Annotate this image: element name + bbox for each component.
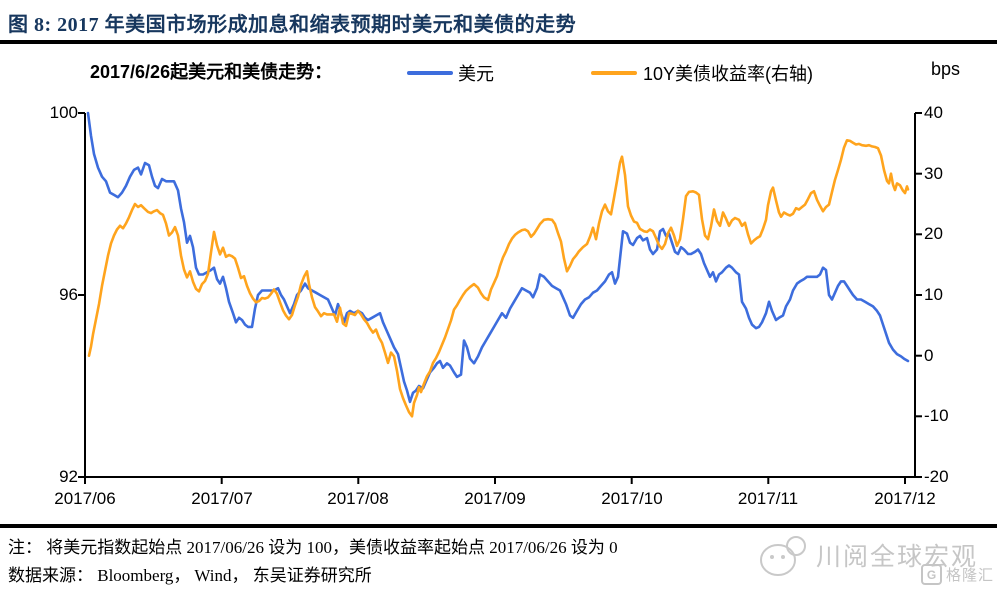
x-axis-tick-label: 2017/08 [327, 489, 389, 508]
right-axis-tick-label: 10 [924, 285, 943, 304]
watermark-logo-icon [760, 536, 806, 576]
gelonghui-logo: G 格隆汇 [921, 564, 994, 585]
left-axis-tick-label: 100 [49, 103, 78, 122]
right-axis-tick-label: 0 [924, 346, 934, 365]
legend-swatch-10y [591, 71, 637, 75]
title-divider [0, 40, 997, 44]
right-axis-tick-label: -20 [924, 467, 949, 486]
x-axis-tick-label: 2017/11 [737, 489, 799, 508]
x-axis-tick-label: 2017/07 [191, 489, 253, 508]
right-axis-unit-label: bps [931, 59, 961, 79]
right-axis-tick-label: 20 [924, 224, 943, 243]
right-axis-tick-label: 30 [924, 164, 943, 183]
figure-title: 图 8: 2017 年美国市场形成加息和缩表预期时美元和美债的走势 [8, 14, 577, 36]
gelonghui-logo-text: 格隆汇 [946, 567, 995, 584]
footer-divider [0, 524, 997, 528]
x-axis-tick-label: 2017/06 [54, 489, 116, 508]
right-axis-tick-label: 40 [924, 103, 943, 122]
legend-swatch-usd [407, 71, 453, 75]
x-axis-tick-label: 2017/12 [874, 489, 936, 508]
left-axis-tick-label: 92 [59, 467, 78, 486]
data-source-note: 数据来源： Bloomberg， Wind， 东吴证券研究所 [8, 566, 372, 585]
chart-note: 注： 将美元指数起始点 2017/06/26 设为 100，美债收益率起始点 2… [8, 538, 618, 557]
legend-label-10y: 10Y美债收益率(右轴) [643, 64, 814, 84]
x-axis-tick-label: 2017/10 [601, 489, 663, 508]
right-axis-tick-label: -10 [924, 406, 949, 425]
gelonghui-logo-icon: G [921, 564, 942, 585]
left-axis-tick-label: 96 [59, 285, 78, 304]
watermark-text: 川阅全球宏观 [816, 543, 979, 571]
legend-label-usd: 美元 [458, 64, 494, 84]
chart-subtitle: 2017/6/26起美元和美债走势： [90, 62, 333, 82]
x-axis-tick-label: 2017/09 [464, 489, 526, 508]
